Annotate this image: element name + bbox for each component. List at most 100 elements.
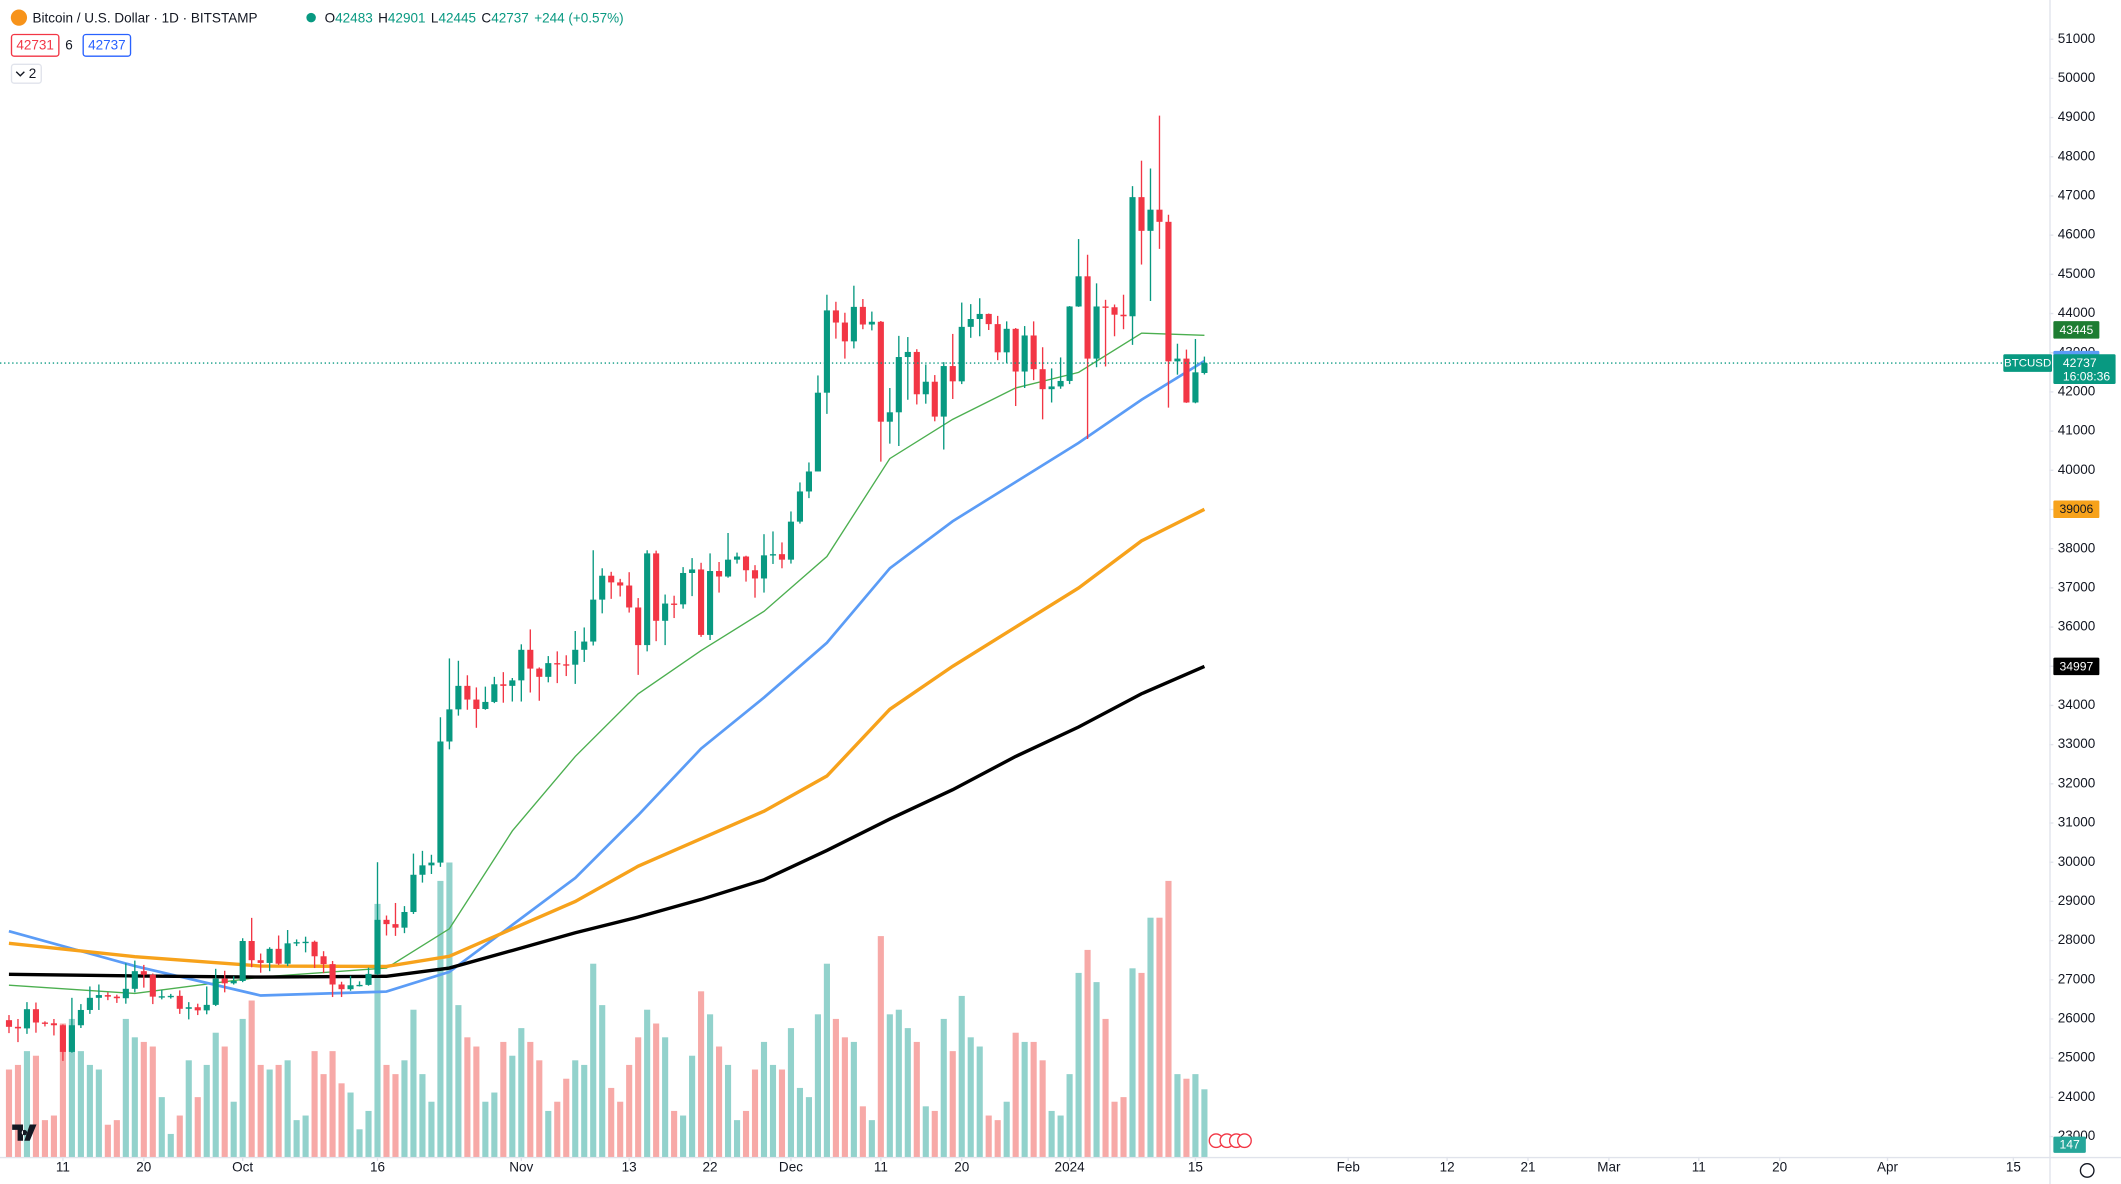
candle-body (122, 988, 129, 999)
volume-bar (1012, 1032, 1019, 1157)
candle-body (176, 995, 183, 1009)
candle-body (1174, 358, 1181, 362)
candle-body (832, 310, 839, 323)
candle-body (895, 357, 902, 413)
buy-button[interactable] (82, 33, 132, 57)
candle-body (1147, 209, 1154, 231)
volume-bar (662, 1037, 669, 1157)
spread: 6 (65, 38, 73, 53)
x-tick-label: 21 (1520, 1159, 1535, 1174)
volume-bar (104, 1124, 111, 1157)
ohlc-value: 42737 (491, 10, 529, 25)
volume-bar (644, 1009, 651, 1157)
candle-body (347, 985, 354, 990)
candle-body (859, 306, 866, 325)
y-tick-label: 48000 (2058, 148, 2096, 163)
volume-bar (428, 1101, 435, 1157)
volume-bar (284, 1060, 291, 1157)
candle-body (536, 668, 543, 677)
candle-body (527, 649, 534, 669)
candle-body (113, 996, 120, 999)
candle-body (1183, 358, 1190, 403)
volume-bar (733, 1120, 741, 1157)
candle-body (940, 366, 947, 417)
x-tick-label: 15 (2006, 1159, 2021, 1174)
price-badge-label: 42737 (2063, 356, 2097, 370)
volume-bar (95, 1069, 102, 1157)
candle-body (32, 1009, 40, 1023)
volume-bar (1021, 1041, 1028, 1157)
candle-body (1156, 209, 1163, 222)
volume-bar (751, 1069, 759, 1157)
volume-bar (338, 1083, 345, 1157)
volume-bar (877, 936, 884, 1157)
buy-price: 42737 (88, 38, 126, 53)
volume-bar (976, 1046, 983, 1157)
x-tick-label: Feb (1337, 1159, 1360, 1174)
market-status[interactable] (306, 12, 316, 23)
volume-bar (778, 1069, 786, 1157)
overlay: Bitcoin / U.S. Dollar · 1D · BITSTAMP O4… (10, 9, 2095, 1178)
volume-bar (131, 1037, 138, 1157)
sell-button[interactable] (10, 33, 60, 57)
candle-body (886, 412, 893, 422)
candle-body (760, 555, 768, 579)
tv-logo[interactable] (12, 1124, 37, 1141)
y-tick-label: 32000 (2058, 775, 2096, 790)
volume-bar (1147, 917, 1154, 1157)
volume-bar (194, 1097, 201, 1157)
volume-bar (635, 1037, 642, 1157)
volume-bar (895, 1009, 902, 1157)
volume-bar (859, 1106, 866, 1157)
settings-button[interactable] (2079, 1163, 2095, 1178)
candle-body (751, 570, 759, 579)
y-tick-label: 28000 (2058, 932, 2096, 947)
symbol-icon (10, 9, 28, 26)
events[interactable] (1208, 1133, 1252, 1149)
candle-body (653, 553, 660, 621)
volume-bar (1066, 1074, 1073, 1157)
volume-bar (599, 1005, 606, 1157)
volume-bar (1039, 1060, 1046, 1157)
y-tick-label: 41000 (2058, 423, 2096, 438)
indicators-toggle[interactable] (10, 63, 42, 84)
ohlc-label: H (378, 10, 388, 25)
volume-bar (419, 1074, 426, 1157)
candle-body (167, 995, 174, 998)
event-icon (1237, 1133, 1252, 1149)
volume-bar (158, 1097, 165, 1157)
volume-bar (41, 1120, 48, 1157)
candle-body (248, 940, 255, 961)
volume-bar (437, 880, 444, 1157)
candle-body (203, 1004, 210, 1011)
volume-bar (446, 862, 453, 1157)
y-tick-label: 47000 (2058, 188, 2096, 203)
candle-body (104, 995, 111, 997)
volume-bar (814, 1014, 821, 1157)
volume-bar (931, 1110, 938, 1157)
candle-body (1102, 306, 1109, 308)
candle-body (428, 862, 435, 866)
volume-bar (275, 1064, 282, 1157)
candle-body (1111, 307, 1118, 315)
volume-bar (122, 1018, 129, 1157)
candle-body (455, 685, 462, 710)
volume-bar (1057, 1115, 1064, 1157)
candle-body (958, 326, 965, 382)
candle-body (671, 603, 678, 605)
volume-bar (1174, 1074, 1181, 1157)
volume-bar (949, 1051, 956, 1157)
y-tick-label: 33000 (2058, 736, 2096, 751)
countdown: 16:08:36 (2063, 369, 2111, 383)
volume-bar (689, 1055, 696, 1157)
volume-bar (680, 1115, 687, 1157)
candle-body (329, 964, 336, 985)
y-tick-label: 51000 (2058, 31, 2096, 46)
candle-body (635, 607, 642, 646)
candle-body (230, 980, 237, 984)
candle-body (239, 940, 246, 981)
volume-bar (967, 1037, 974, 1157)
volume-bar (365, 1110, 372, 1157)
